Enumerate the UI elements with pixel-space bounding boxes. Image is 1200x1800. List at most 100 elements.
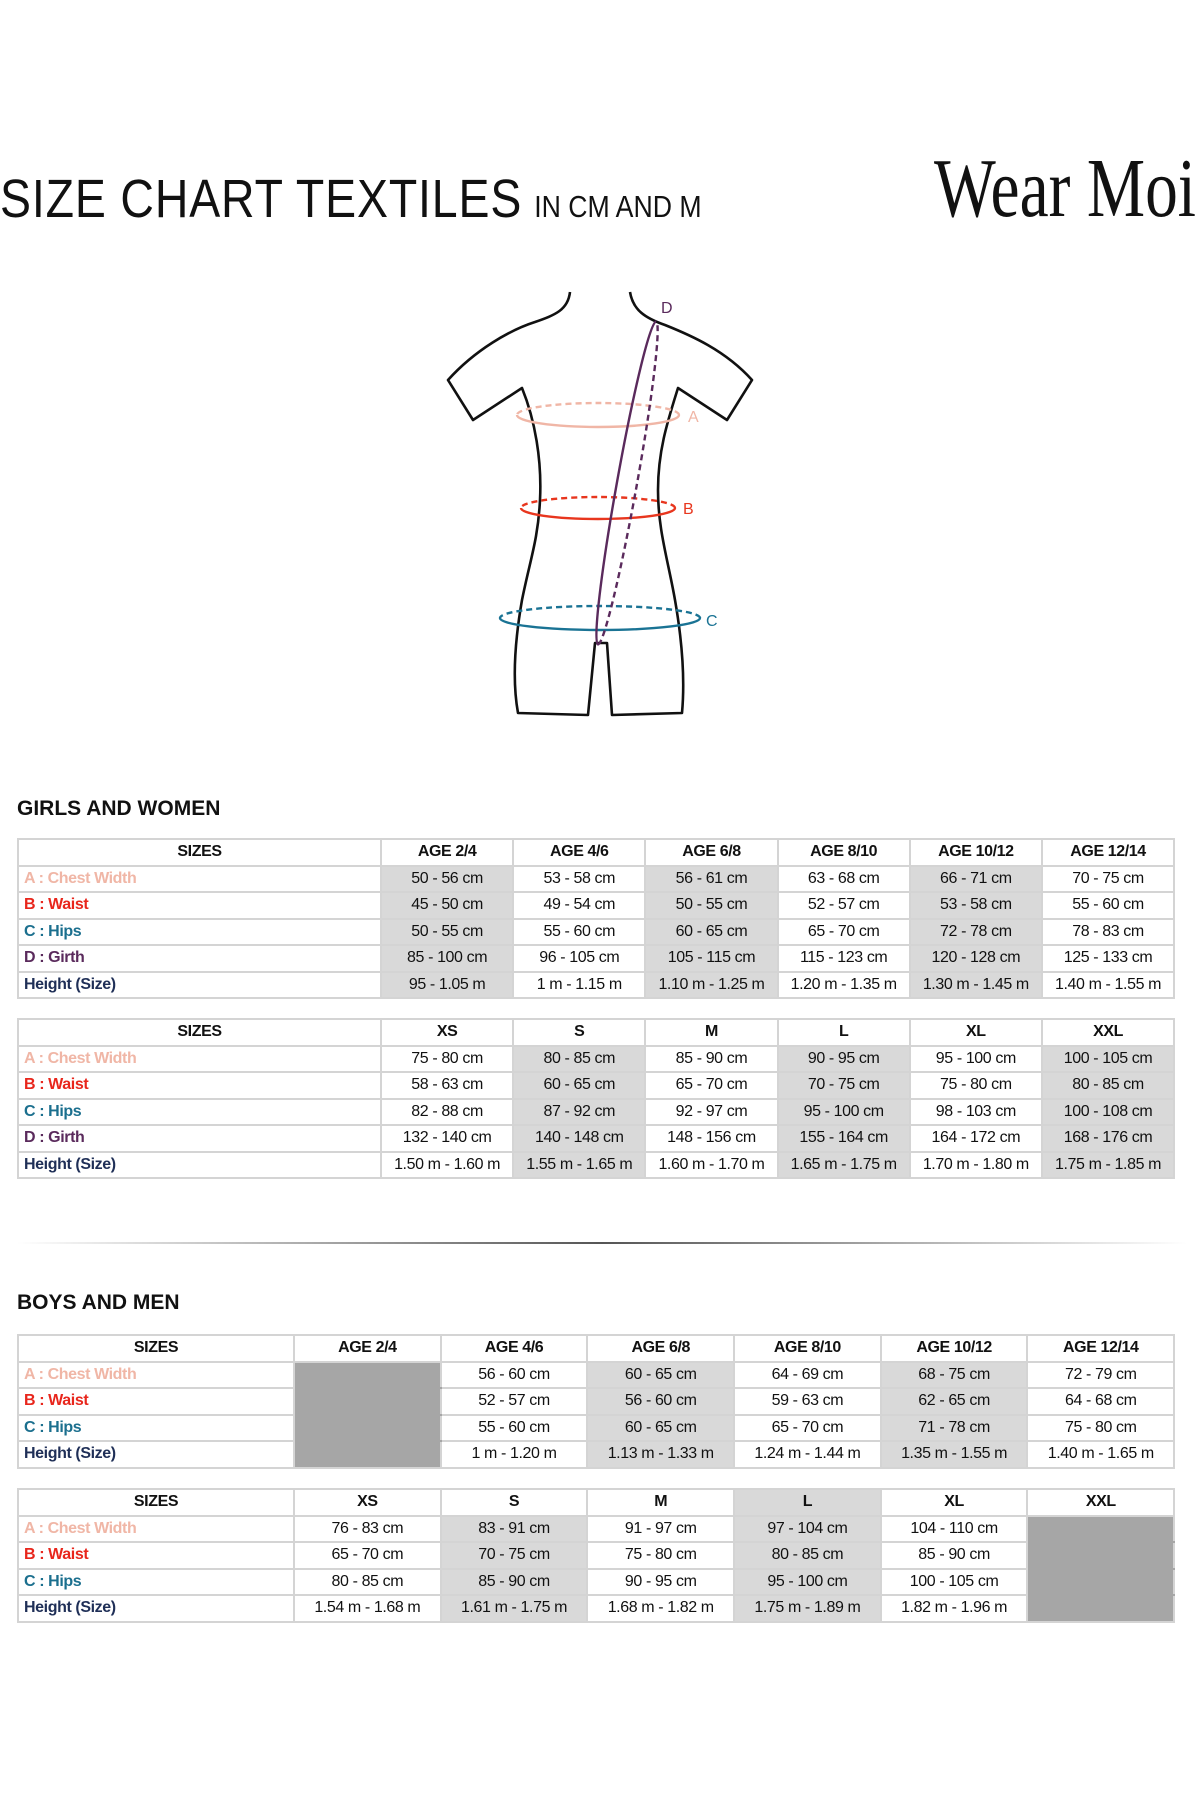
measurement-cell: 92 - 97 cm <box>644 1097 779 1126</box>
measurement-cell: 1.82 m - 1.96 m <box>879 1594 1029 1623</box>
measurement-cell: 1.35 m - 1.55 m <box>879 1440 1029 1469</box>
measurement-cell: 85 - 90 cm <box>644 1044 779 1073</box>
column-header: XS <box>379 1018 515 1047</box>
measurement-cell: 1.50 m - 1.60 m <box>379 1150 515 1179</box>
measurement-cell: 95 - 100 cm <box>908 1044 1043 1073</box>
column-header: AGE 12/14 <box>1040 838 1176 867</box>
measurement-cell: 65 - 70 cm <box>644 1071 779 1100</box>
women-size-table: SIZES XS S M L XL XXL A : Chest Width 75 - 80 cm… <box>17 1018 1176 1179</box>
measurement-cell: 80 - 85 cm <box>512 1044 647 1073</box>
row-label-waist: B : Waist <box>17 1071 382 1100</box>
page-title: SIZE CHART TEXTILES IN CM AND M <box>0 168 702 230</box>
measurement-cell: 56 - 61 cm <box>644 864 779 893</box>
unavailable-cell <box>1026 1541 1176 1570</box>
measurement-cell: 90 - 95 cm <box>586 1567 736 1596</box>
measurement-cell: 62 - 65 cm <box>879 1387 1029 1416</box>
wear-moi-logo: Wear Moi <box>934 142 1196 233</box>
unavailable-cell <box>1026 1567 1176 1596</box>
row-label-waist: B : Waist <box>17 1541 295 1570</box>
measurement-cell: 70 - 75 cm <box>776 1071 911 1100</box>
column-header: AGE 6/8 <box>586 1334 736 1363</box>
row-label-hips: C : Hips <box>17 1567 295 1596</box>
measurement-cell: 100 - 105 cm <box>1040 1044 1176 1073</box>
measurement-cell: 53 - 58 cm <box>512 864 647 893</box>
measurement-cell: 76 - 83 cm <box>293 1514 442 1543</box>
measurement-cell: 1.24 m - 1.44 m <box>733 1440 882 1469</box>
measurement-cell: 75 - 80 cm <box>586 1541 736 1570</box>
measurement-cell: 105 - 115 cm <box>644 944 779 973</box>
column-header: AGE 4/6 <box>439 1334 589 1363</box>
measurement-cell: 55 - 60 cm <box>439 1413 589 1442</box>
row-label-girth: D : Girth <box>17 944 382 973</box>
measurement-cell: 65 - 70 cm <box>733 1413 882 1442</box>
section-heading-girls-women: GIRLS AND WOMEN <box>17 797 221 820</box>
row-label-chest: A : Chest Width <box>17 864 382 893</box>
row-label-hips: C : Hips <box>17 1413 295 1442</box>
row-label-height: Height (Size) <box>17 1440 295 1469</box>
chest-ring <box>515 401 681 429</box>
table-row-chest: A : Chest Width 50 - 56 cm 53 - 58 cm 56 - … <box>17 864 1176 893</box>
table-row-chest: A : Chest Width 75 - 80 cm 80 - 85 cm 85 - … <box>17 1044 1176 1073</box>
table-row-waist: B : Waist 45 - 50 cm 49 - 54 cm 50 - 55 cm 5… <box>17 891 1176 920</box>
title-main: SIZE CHART TEXTILES <box>0 169 523 229</box>
table-row-waist: B : Waist 58 - 63 cm 60 - 65 cm 65 - 70 cm 7… <box>17 1071 1176 1100</box>
unavailable-cell <box>1026 1594 1176 1623</box>
measurement-cell: 75 - 80 cm <box>379 1044 515 1073</box>
measurement-cell: 1.60 m - 1.70 m <box>644 1150 779 1179</box>
waist-ring <box>519 495 677 521</box>
measurement-cell: 85 - 100 cm <box>379 944 515 973</box>
measurement-cell: 97 - 104 cm <box>733 1514 882 1543</box>
measurement-cell: 55 - 60 cm <box>1040 891 1176 920</box>
row-label-chest: A : Chest Width <box>17 1514 295 1543</box>
unavailable-cell <box>293 1387 442 1416</box>
sizes-header: SIZES <box>17 838 382 867</box>
measurement-cell: 52 - 57 cm <box>776 891 911 920</box>
header-row: SIZES AGE 2/4 AGE 4/6 AGE 6/8 AGE 8/10 AGE 10… <box>17 838 1176 867</box>
table-row-height: Height (Size) 1 m - 1.20 m 1.13 m - 1.33 m… <box>17 1440 1176 1469</box>
column-header: M <box>644 1018 779 1047</box>
measurement-cell: 1.20 m - 1.35 m <box>776 970 911 999</box>
column-header: XXL <box>1040 1018 1176 1047</box>
measurement-cell: 66 - 71 cm <box>908 864 1043 893</box>
measurement-cell: 1.70 m - 1.80 m <box>908 1150 1043 1179</box>
table-row-height: Height (Size) 1.50 m - 1.60 m 1.55 m - 1.6… <box>17 1150 1176 1179</box>
column-header: AGE 12/14 <box>1026 1334 1176 1363</box>
table-row-girth: D : Girth 132 - 140 cm 140 - 148 cm 148 - 1… <box>17 1124 1176 1153</box>
sizes-header: SIZES <box>17 1334 295 1363</box>
column-header: S <box>512 1018 647 1047</box>
girth-loop <box>595 320 659 646</box>
label-c: C <box>706 613 718 630</box>
measurement-cell: 71 - 78 cm <box>879 1413 1029 1442</box>
measurement-cell: 59 - 63 cm <box>733 1387 882 1416</box>
label-b: B <box>683 501 694 518</box>
column-header: AGE 6/8 <box>644 838 779 867</box>
measurement-cell: 1.54 m - 1.68 m <box>293 1594 442 1623</box>
measurement-cell: 53 - 58 cm <box>908 891 1043 920</box>
measurement-cell: 87 - 92 cm <box>512 1097 647 1126</box>
measurement-cell: 72 - 78 cm <box>908 917 1043 946</box>
measurement-cell: 1.30 m - 1.45 m <box>908 970 1043 999</box>
measurement-cell: 1.65 m - 1.75 m <box>776 1150 911 1179</box>
column-header: AGE 2/4 <box>293 1334 442 1363</box>
measurement-cell: 56 - 60 cm <box>439 1360 589 1389</box>
measurement-cell: 65 - 70 cm <box>776 917 911 946</box>
column-header: XL <box>908 1018 1043 1047</box>
label-a: A <box>688 409 699 426</box>
unavailable-cell <box>293 1440 442 1469</box>
measurement-cell: 49 - 54 cm <box>512 891 647 920</box>
measurement-cell: 1 m - 1.15 m <box>512 970 647 999</box>
measurement-cell: 1.61 m - 1.75 m <box>439 1594 589 1623</box>
measurement-cell: 120 - 128 cm <box>908 944 1043 973</box>
column-header: AGE 10/12 <box>908 838 1043 867</box>
measurement-cell: 1.40 m - 1.55 m <box>1040 970 1176 999</box>
header-row: SIZES XS S M L XL XXL <box>17 1018 1176 1047</box>
column-header: AGE 10/12 <box>879 1334 1029 1363</box>
measurement-cell: 1 m - 1.20 m <box>439 1440 589 1469</box>
row-label-waist: B : Waist <box>17 1387 295 1416</box>
measurement-cell: 60 - 65 cm <box>644 917 779 946</box>
column-header: AGE 8/10 <box>776 838 911 867</box>
measurement-cell: 90 - 95 cm <box>776 1044 911 1073</box>
row-label-chest: A : Chest Width <box>17 1360 295 1389</box>
measurement-cell: 96 - 105 cm <box>512 944 647 973</box>
measurement-cell: 70 - 75 cm <box>439 1541 589 1570</box>
